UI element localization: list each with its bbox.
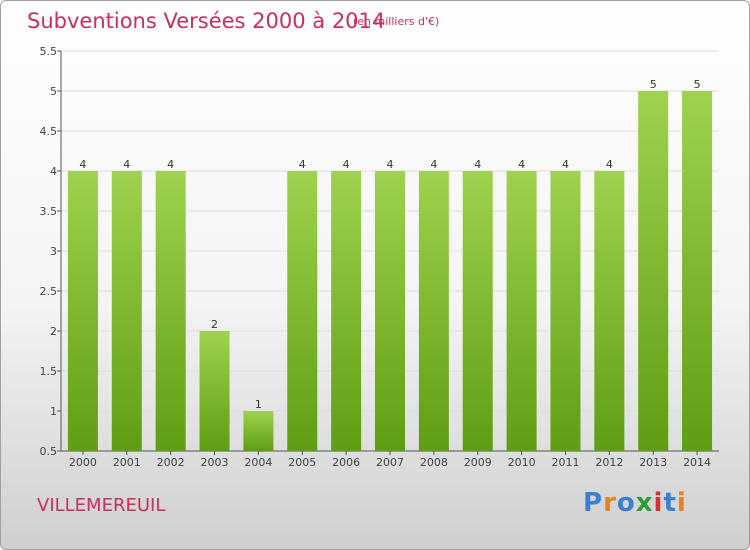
y-tick-label: 1 — [50, 405, 57, 418]
data-label: 4 — [79, 158, 86, 171]
x-tick-label: 2002 — [157, 456, 185, 469]
bar-2011 — [550, 171, 581, 451]
data-label: 4 — [387, 158, 394, 171]
x-tick-label: 2003 — [201, 456, 229, 469]
data-label: 1 — [255, 398, 262, 411]
data-label: 4 — [299, 158, 306, 171]
logo-letter: i — [653, 488, 664, 518]
x-tick-label: 2006 — [332, 456, 360, 469]
bar-2013 — [638, 91, 669, 451]
chart-subtitle: (en milliers d'€) — [353, 15, 440, 28]
y-tick-label: 4.5 — [40, 125, 58, 138]
x-tick-label: 2010 — [508, 456, 536, 469]
x-tick-label: 2012 — [595, 456, 623, 469]
x-tick-label: 2007 — [376, 456, 404, 469]
data-label: 4 — [474, 158, 481, 171]
bars — [67, 91, 713, 451]
data-label: 4 — [562, 158, 569, 171]
data-label: 2 — [211, 318, 218, 331]
data-label: 5 — [650, 78, 657, 91]
data-label: 4 — [167, 158, 174, 171]
data-label: 4 — [123, 158, 130, 171]
x-tick-label: 2009 — [464, 456, 492, 469]
bar-2012 — [594, 171, 625, 451]
labels: 0.5 1 1.5 2 2.5 3 3.5 4 4.5 5 5.5 4 2000 4 2001 4 2002 2 2… — [40, 45, 712, 469]
data-label: 4 — [430, 158, 437, 171]
data-label: 4 — [343, 158, 350, 171]
y-tick-label: 2.5 — [40, 285, 58, 298]
data-label: 4 — [606, 158, 613, 171]
bar-2005 — [287, 171, 318, 451]
y-tick-label: 5 — [50, 85, 57, 98]
y-tick-label: 0.5 — [40, 445, 58, 458]
bar-2004 — [243, 411, 274, 451]
logo-letter: o — [616, 488, 636, 518]
y-tick-label: 3.5 — [40, 205, 58, 218]
bar-2002 — [155, 171, 186, 451]
x-tick-label: 2008 — [420, 456, 448, 469]
bar-2003 — [199, 331, 230, 451]
proxiti-logo[interactable]: Proxiti — [583, 488, 687, 518]
y-tick-label: 3 — [50, 245, 57, 258]
bar-2001 — [111, 171, 142, 451]
bar-2009 — [462, 171, 493, 451]
logo-letter: t — [663, 488, 677, 518]
bar-2000 — [67, 171, 98, 451]
logo-letter: i — [676, 488, 687, 518]
x-tick-label: 2014 — [683, 456, 711, 469]
data-label: 4 — [518, 158, 525, 171]
bar-2008 — [418, 171, 449, 451]
logo-letter: r — [603, 488, 617, 518]
data-label: 5 — [694, 78, 701, 91]
x-tick-label: 2004 — [244, 456, 272, 469]
x-tick-label: 2005 — [288, 456, 316, 469]
y-tick-label: 2 — [50, 325, 57, 338]
x-tick-label: 2001 — [113, 456, 141, 469]
x-tick-label: 2013 — [639, 456, 667, 469]
logo-letter: x — [635, 488, 654, 518]
y-tick-label: 4 — [50, 165, 57, 178]
bar-2007 — [375, 171, 405, 451]
bar-2006 — [331, 171, 362, 451]
x-tick-label: 2000 — [69, 456, 97, 469]
bar-2010 — [506, 171, 537, 451]
logo-letter: P — [583, 488, 604, 518]
y-tick-label: 1.5 — [40, 365, 58, 378]
y-tick-label: 5.5 — [40, 45, 58, 58]
bar-2014 — [682, 91, 713, 451]
city-name: VILLEMEREUIL — [37, 495, 166, 516]
x-tick-label: 2011 — [551, 456, 579, 469]
chart-title: Subventions Versées 2000 à 2014 — [27, 9, 386, 33]
